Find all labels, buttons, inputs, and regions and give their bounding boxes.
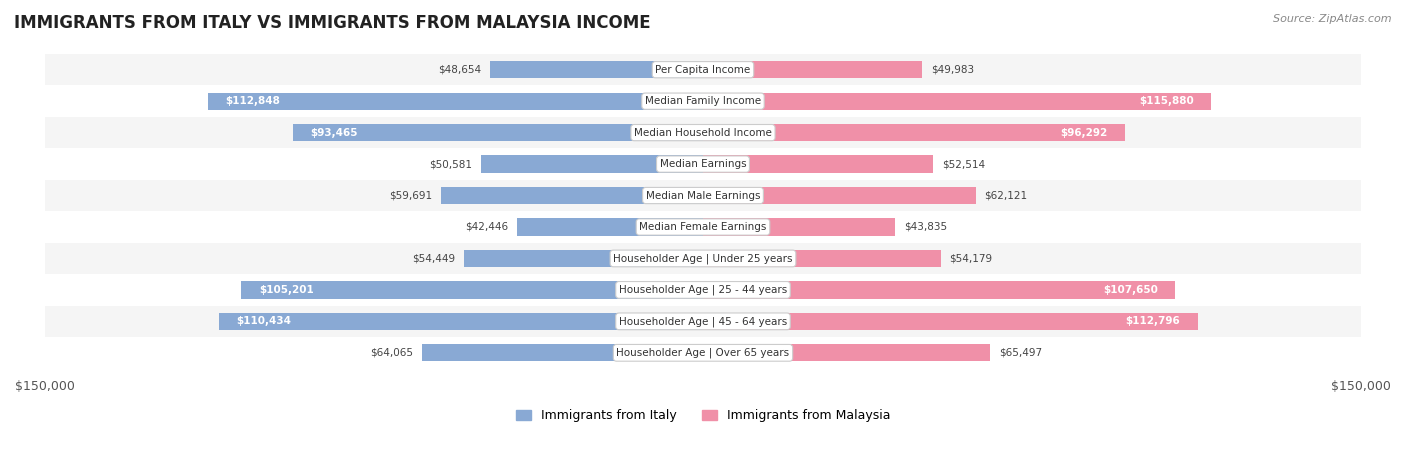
- Text: $49,983: $49,983: [931, 65, 974, 75]
- Bar: [218, 313, 703, 330]
- Text: $59,691: $59,691: [389, 191, 433, 200]
- Text: $42,446: $42,446: [465, 222, 508, 232]
- Text: $54,449: $54,449: [412, 254, 456, 263]
- Bar: [517, 219, 703, 236]
- Text: $65,497: $65,497: [1000, 348, 1042, 358]
- Bar: [703, 313, 1198, 330]
- Text: $64,065: $64,065: [370, 348, 413, 358]
- Bar: [441, 187, 703, 204]
- Text: Householder Age | 25 - 44 years: Householder Age | 25 - 44 years: [619, 285, 787, 295]
- Bar: [703, 219, 896, 236]
- Bar: [703, 187, 976, 204]
- Bar: [45, 337, 1361, 368]
- Bar: [45, 305, 1361, 337]
- Bar: [45, 85, 1361, 117]
- Bar: [703, 250, 941, 267]
- Bar: [481, 156, 703, 173]
- Text: Source: ZipAtlas.com: Source: ZipAtlas.com: [1274, 14, 1392, 24]
- Text: Median Male Earnings: Median Male Earnings: [645, 191, 761, 200]
- Bar: [292, 124, 703, 142]
- Text: $107,650: $107,650: [1102, 285, 1157, 295]
- Text: IMMIGRANTS FROM ITALY VS IMMIGRANTS FROM MALAYSIA INCOME: IMMIGRANTS FROM ITALY VS IMMIGRANTS FROM…: [14, 14, 651, 32]
- Text: $43,835: $43,835: [904, 222, 948, 232]
- Bar: [703, 61, 922, 78]
- Text: $112,796: $112,796: [1126, 316, 1180, 326]
- Text: $50,581: $50,581: [429, 159, 472, 169]
- Bar: [242, 281, 703, 298]
- Bar: [703, 92, 1212, 110]
- Bar: [45, 117, 1361, 149]
- Text: Median Female Earnings: Median Female Earnings: [640, 222, 766, 232]
- Text: $110,434: $110,434: [236, 316, 291, 326]
- Bar: [489, 61, 703, 78]
- Text: Householder Age | 45 - 64 years: Householder Age | 45 - 64 years: [619, 316, 787, 326]
- Bar: [45, 180, 1361, 211]
- Text: Median Household Income: Median Household Income: [634, 127, 772, 138]
- Bar: [703, 281, 1175, 298]
- Bar: [45, 54, 1361, 85]
- Text: $96,292: $96,292: [1060, 127, 1108, 138]
- Text: Median Family Income: Median Family Income: [645, 96, 761, 106]
- Bar: [208, 92, 703, 110]
- Text: Householder Age | Over 65 years: Householder Age | Over 65 years: [616, 347, 790, 358]
- Text: $112,848: $112,848: [225, 96, 280, 106]
- Bar: [45, 211, 1361, 243]
- Text: $48,654: $48,654: [437, 65, 481, 75]
- Bar: [422, 344, 703, 361]
- Legend: Immigrants from Italy, Immigrants from Malaysia: Immigrants from Italy, Immigrants from M…: [510, 404, 896, 427]
- Bar: [464, 250, 703, 267]
- Text: Householder Age | Under 25 years: Householder Age | Under 25 years: [613, 253, 793, 264]
- Text: $115,880: $115,880: [1139, 96, 1194, 106]
- Text: $105,201: $105,201: [259, 285, 314, 295]
- Bar: [45, 243, 1361, 274]
- Bar: [45, 274, 1361, 305]
- Text: $62,121: $62,121: [984, 191, 1028, 200]
- Bar: [45, 149, 1361, 180]
- Text: Median Earnings: Median Earnings: [659, 159, 747, 169]
- Bar: [703, 124, 1125, 142]
- Text: Per Capita Income: Per Capita Income: [655, 65, 751, 75]
- Text: $52,514: $52,514: [942, 159, 986, 169]
- Text: $54,179: $54,179: [949, 254, 993, 263]
- Bar: [703, 156, 934, 173]
- Text: $93,465: $93,465: [311, 127, 359, 138]
- Bar: [703, 344, 990, 361]
